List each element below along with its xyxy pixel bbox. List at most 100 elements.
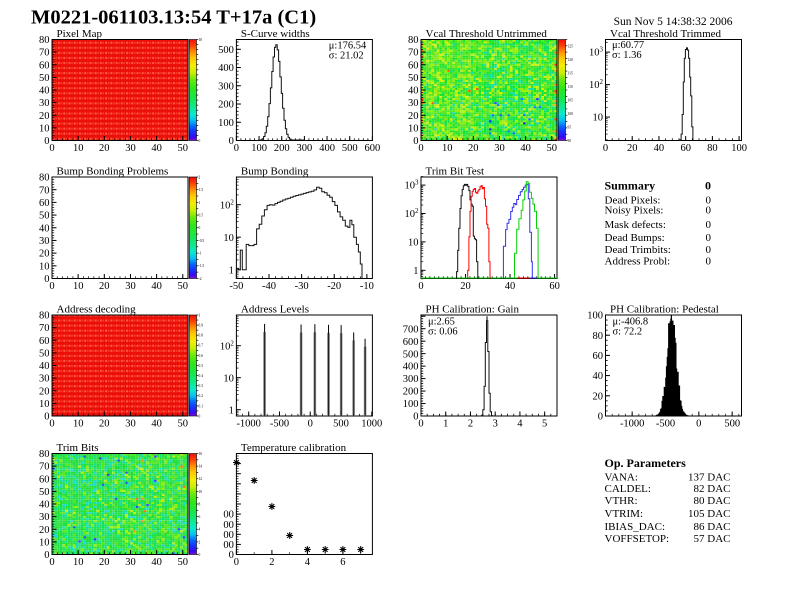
svg-text:1.5: 1.5	[199, 188, 204, 192]
svg-text:20: 20	[99, 419, 110, 430]
svg-text:μ:176.54: μ:176.54	[329, 40, 367, 51]
svg-text:0.5: 0.5	[199, 364, 204, 368]
svg-text:10: 10	[199, 490, 203, 494]
svg-text:10: 10	[408, 124, 419, 135]
svg-text:20: 20	[468, 143, 479, 154]
svg-text:30: 30	[494, 143, 505, 154]
svg-text:80: 80	[707, 143, 718, 154]
svg-text:20: 20	[593, 391, 604, 402]
svg-text:6: 6	[199, 515, 201, 519]
svg-text:100: 100	[568, 112, 574, 116]
svg-text:μ:2.65: μ:2.65	[428, 317, 455, 328]
svg-text:105 DAC: 105 DAC	[688, 508, 730, 520]
svg-text:0: 0	[49, 419, 54, 430]
svg-text:100: 100	[251, 143, 267, 154]
svg-text:0: 0	[229, 136, 234, 147]
svg-text:M0221-061103.13:54 T+17a (C1): M0221-061103.13:54 T+17a (C1)	[31, 7, 316, 29]
svg-text:600: 600	[365, 143, 381, 154]
svg-text:125: 125	[568, 45, 574, 49]
svg-text:0: 0	[418, 281, 423, 292]
svg-text:50: 50	[39, 487, 50, 498]
svg-text:Op. Parameters: Op. Parameters	[605, 456, 687, 470]
svg-text:300: 300	[297, 143, 313, 154]
svg-text:-2: -2	[199, 277, 202, 281]
svg-text:4: 4	[305, 557, 311, 568]
svg-text:600: 600	[403, 337, 419, 348]
svg-text:0: 0	[234, 557, 239, 568]
svg-text:80: 80	[39, 449, 50, 460]
svg-text:0.5: 0.5	[199, 214, 204, 218]
svg-text:2: 2	[199, 540, 201, 544]
svg-text:IBIAS_DAC:: IBIAS_DAC:	[605, 521, 666, 533]
svg-text:20: 20	[460, 281, 471, 292]
svg-text:10: 10	[39, 261, 50, 272]
svg-text:500: 500	[403, 349, 419, 360]
svg-text:4: 4	[199, 528, 201, 532]
svg-text:-500: -500	[270, 419, 289, 430]
svg-text:70: 70	[39, 185, 50, 196]
svg-text:σ: 72.2: σ: 72.2	[613, 326, 643, 337]
svg-text:-1: -1	[199, 252, 202, 256]
svg-text:70: 70	[39, 48, 50, 59]
svg-text:0: 0	[706, 205, 712, 217]
svg-text:0: 0	[418, 143, 423, 154]
svg-text:60: 60	[39, 198, 50, 209]
svg-text:Pixel Map: Pixel Map	[57, 28, 103, 40]
svg-text:700: 700	[403, 324, 419, 335]
svg-text:40: 40	[39, 361, 50, 372]
svg-text:10: 10	[408, 238, 419, 249]
svg-text:30: 30	[125, 143, 136, 154]
svg-text:0: 0	[705, 178, 711, 192]
svg-text:0: 0	[44, 274, 49, 285]
svg-text:30: 30	[125, 557, 136, 568]
svg-text:-10: -10	[360, 281, 374, 292]
svg-text:105: 105	[568, 99, 574, 103]
svg-text:Noisy Pixels:: Noisy Pixels:	[605, 205, 664, 217]
svg-text:80: 80	[39, 173, 50, 184]
svg-text:50: 50	[178, 419, 189, 430]
svg-text:50: 50	[39, 73, 50, 84]
svg-text:20: 20	[99, 557, 110, 568]
svg-text:0: 0	[706, 244, 712, 256]
svg-text:10: 10	[593, 113, 604, 124]
svg-text:-1000: -1000	[236, 419, 261, 430]
svg-text:30: 30	[408, 98, 419, 109]
svg-text:0.2: 0.2	[199, 394, 204, 398]
svg-text:30: 30	[39, 236, 50, 247]
svg-text:VOFFSETOP:: VOFFSETOP:	[605, 533, 670, 545]
svg-text:CALDEL:: CALDEL:	[605, 483, 651, 495]
svg-text:10: 10	[39, 538, 50, 549]
svg-text:30: 30	[125, 281, 136, 292]
svg-text:70: 70	[408, 48, 419, 59]
svg-text:2: 2	[269, 557, 274, 568]
svg-text:30: 30	[125, 419, 136, 430]
svg-text:20: 20	[39, 249, 50, 260]
svg-text:5: 5	[542, 419, 547, 430]
svg-text:0: 0	[706, 194, 712, 206]
svg-text:0: 0	[229, 550, 234, 561]
svg-text:Summary: Summary	[605, 178, 656, 192]
svg-text:0: 0	[706, 219, 712, 231]
svg-text:20: 20	[39, 525, 50, 536]
svg-text:00: 00	[223, 510, 234, 521]
svg-text:100: 100	[403, 399, 419, 410]
svg-text:60: 60	[680, 143, 691, 154]
svg-text:0.7: 0.7	[199, 344, 204, 348]
svg-text:20: 20	[39, 386, 50, 397]
svg-text:Sun Nov 5 14:38:32 2006: Sun Nov 5 14:38:32 2006	[614, 16, 733, 28]
svg-text:40: 40	[39, 223, 50, 234]
svg-text:10: 10	[73, 557, 84, 568]
svg-text:60: 60	[408, 60, 419, 71]
svg-text:0: 0	[413, 136, 418, 147]
svg-text:300: 300	[218, 81, 234, 92]
svg-text:-50: -50	[229, 281, 243, 292]
svg-text:10: 10	[199, 38, 203, 42]
svg-text:0: 0	[706, 256, 712, 268]
svg-text:16: 16	[199, 452, 203, 456]
svg-text:σ: 21.02: σ: 21.02	[329, 50, 364, 61]
svg-text:4: 4	[517, 419, 523, 430]
svg-text:50: 50	[178, 557, 189, 568]
svg-text:σ: 1.36: σ: 1.36	[612, 50, 642, 61]
svg-text:60: 60	[39, 336, 50, 347]
svg-text:30: 30	[39, 98, 50, 109]
